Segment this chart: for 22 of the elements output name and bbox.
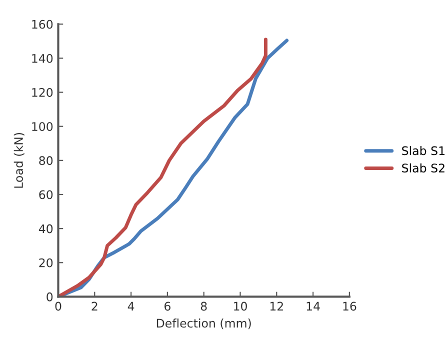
- legend-label: Slab S1: [402, 146, 444, 156]
- y-tick-label: 0: [46, 292, 53, 302]
- x-tick-label: 8: [200, 302, 207, 311]
- x-tick-label: 6: [164, 302, 170, 311]
- y-tick-label: 40: [38, 224, 53, 234]
- y-tick-label: 140: [32, 54, 53, 63]
- x-tick-label: 12: [270, 302, 283, 311]
- x-tick-label: 0: [55, 302, 62, 311]
- x-tick-label: 10: [234, 302, 247, 311]
- x-axis-title: Deflection (mm): [156, 318, 251, 330]
- y-tick-label: 80: [39, 156, 53, 166]
- y-tick-label: 60: [39, 190, 53, 200]
- x-tick-label: 2: [92, 302, 98, 311]
- y-tick-label: 160: [32, 20, 53, 29]
- x-tick-label: 4: [128, 302, 134, 311]
- y-tick-label: 20: [39, 258, 53, 268]
- y-axis-title: Load (kN): [14, 132, 24, 188]
- x-tick-label: 14: [306, 302, 320, 311]
- legend-label: Slab S2: [402, 163, 444, 173]
- y-tick-label: 100: [32, 122, 53, 132]
- y-tick-label: 120: [32, 88, 53, 97]
- x-tick-label: 16: [343, 302, 356, 311]
